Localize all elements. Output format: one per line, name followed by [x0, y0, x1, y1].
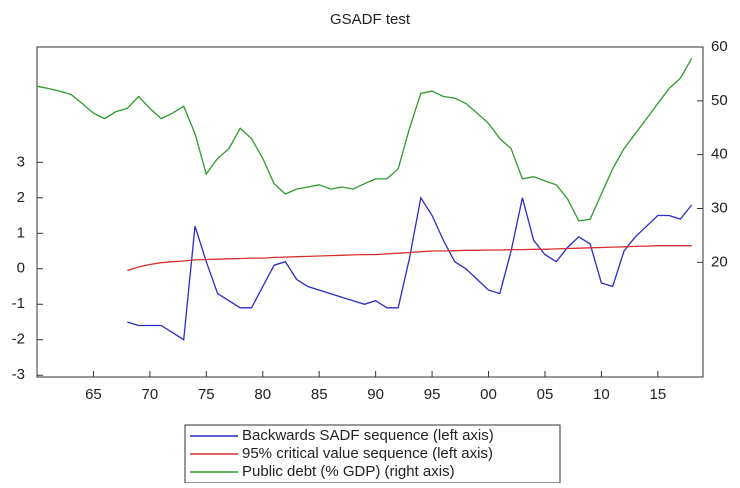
y-tick-label: -1	[12, 295, 25, 312]
y-tick-label: 2	[17, 189, 25, 206]
legend-box	[184, 424, 561, 484]
y2-tick-label: 40	[711, 146, 728, 163]
x-tick-label: 85	[311, 386, 328, 403]
series-line	[36, 57, 693, 222]
x-tick-label: 15	[650, 386, 667, 403]
y-tick-label: 3	[17, 153, 25, 170]
y2-tick-label: 60	[711, 38, 728, 55]
x-tick-label: 75	[198, 386, 215, 403]
y-tick-label: 1	[17, 224, 25, 241]
legend-label: 95% critical value sequence (left axis)	[242, 445, 493, 462]
series-line	[127, 245, 692, 272]
x-tick-label: 95	[424, 386, 441, 403]
legend-label: Public debt (% GDP) (right axis)	[242, 463, 455, 480]
y-tick-label: -2	[12, 331, 25, 348]
legend-label: Backwards SADF sequence (left axis)	[242, 427, 494, 444]
x-tick-label: 65	[85, 386, 102, 403]
x-tick-label: 05	[537, 386, 554, 403]
x-tick-label: 90	[367, 386, 384, 403]
y2-tick-label: 20	[711, 253, 728, 270]
y-tick-label: -3	[12, 366, 25, 383]
y2-tick-label: 30	[711, 199, 728, 216]
y2-tick-label: 50	[711, 92, 728, 109]
y-tick-label: 0	[17, 260, 25, 277]
x-tick-label: 10	[593, 386, 610, 403]
x-tick-label: 00	[480, 386, 497, 403]
plot-frame	[36, 46, 704, 378]
x-tick-label: 70	[142, 386, 159, 403]
chart-title: GSADF test	[330, 11, 411, 28]
x-tick-label: 80	[254, 386, 271, 403]
series-line	[127, 196, 693, 341]
